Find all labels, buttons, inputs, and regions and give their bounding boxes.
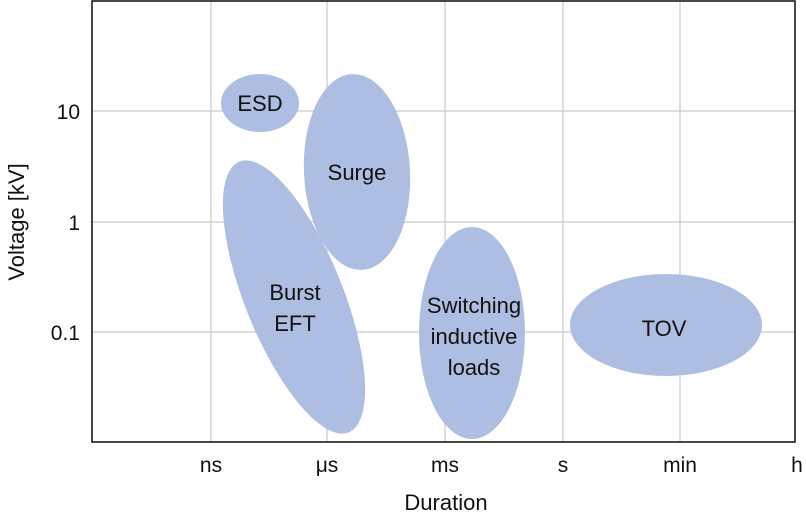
region-surge [303, 74, 411, 270]
y-tick-labels: 10 1 0.1 [51, 101, 80, 345]
region-label-esd: ESD [237, 91, 282, 116]
y-tick-label: 1 [68, 212, 80, 235]
region-ellipses [221, 74, 762, 439]
region-burst-eft [222, 160, 366, 434]
x-tick-labels: ns μs ms s min h [200, 454, 803, 477]
y-tick-label: 0.1 [51, 322, 80, 345]
region-switching-inductive-loads [419, 227, 525, 439]
x-tick-label: μs [316, 454, 339, 477]
x-tick-label: ms [431, 454, 459, 477]
x-tick-label: ns [200, 454, 222, 477]
x-tick-label: s [558, 454, 569, 477]
y-tick-label: 10 [57, 101, 80, 124]
region-label-burst-eft: EFT [274, 311, 316, 336]
region-label-switching-inductive-loads: inductive [431, 324, 518, 349]
plot-frame [91, 0, 796, 443]
x-tick-label: h [791, 454, 803, 477]
region-label-switching-inductive-loads: Switching [427, 293, 521, 318]
region-esd [221, 74, 299, 132]
y-axis-title: Voltage [kV] [4, 163, 29, 280]
x-tick-label: min [663, 454, 697, 477]
region-labels: ESD Surge Burst EFT Switching inductive loads T… [237, 91, 686, 380]
x-axis-title: Duration [404, 490, 487, 515]
region-label-surge: Surge [328, 160, 387, 185]
region-label-tov: TOV [642, 316, 687, 341]
region-label-switching-inductive-loads: loads [448, 355, 501, 380]
grid-lines [92, 1, 795, 442]
region-label-burst-eft: Burst [269, 280, 320, 305]
region-tov [570, 274, 762, 376]
